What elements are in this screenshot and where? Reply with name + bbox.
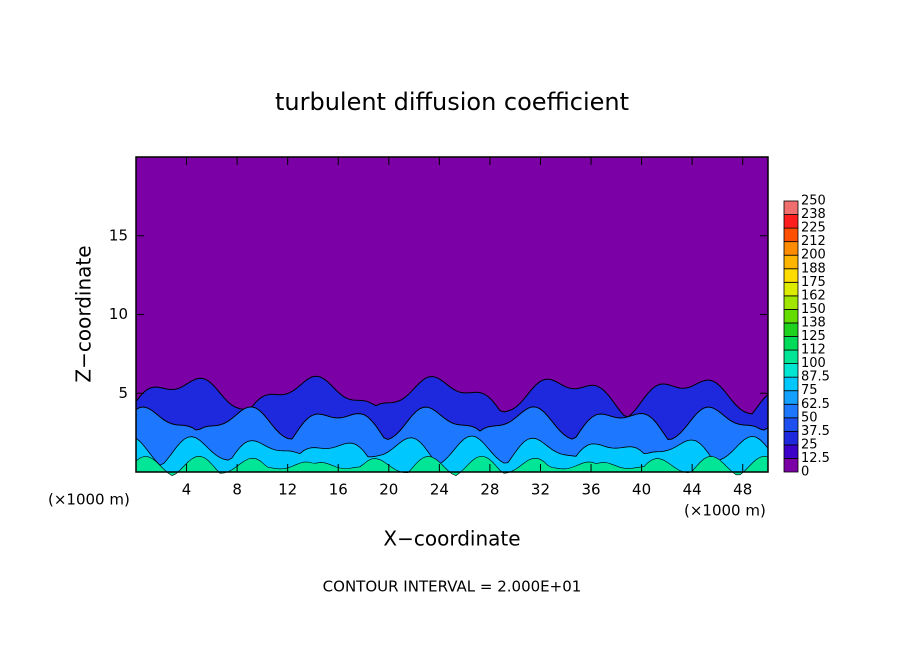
colorbar-band (783, 458, 799, 473)
chart-title: turbulent diffusion coefficient (275, 88, 629, 116)
footnote: CONTOUR INTERVAL = 2.000E+01 (323, 578, 582, 596)
x-tick-label: 32 (531, 481, 550, 499)
colorbar-label: 175 (801, 275, 826, 290)
colorbar-band (783, 322, 799, 337)
colorbar-label: 225 (801, 221, 826, 236)
colorbar-band (783, 295, 799, 310)
colorbar-band (783, 363, 799, 378)
colorbar-label: 138 (801, 315, 826, 330)
colorbar-label: 112 (801, 343, 826, 358)
colorbar-label: 250 (801, 194, 826, 209)
x-tick-label: 12 (278, 481, 297, 499)
colorbar-band (783, 403, 799, 419)
boundary-layer (135, 435, 769, 473)
colorbar-label: 50 (801, 410, 818, 425)
colorbar-band (783, 254, 799, 270)
colorbar-label: 87.5 (801, 370, 830, 385)
x-tick-label: 24 (430, 481, 449, 499)
x-tick-label: 16 (329, 481, 348, 499)
x-tick-label: 36 (581, 481, 600, 499)
x-tick-label: 20 (379, 481, 398, 499)
colorbar-label: 212 (801, 234, 826, 249)
colorbar-label: 25 (801, 437, 818, 452)
x-tick-label: 4 (182, 481, 192, 499)
colorbar-label: 75 (801, 383, 818, 398)
colorbar-band (783, 336, 799, 351)
colorbar-band (783, 241, 799, 256)
colorbar-label: 200 (801, 248, 826, 263)
colorbar-label: 62.5 (801, 397, 830, 412)
colorbar-label: 100 (801, 356, 826, 371)
colorbar-band (783, 281, 799, 297)
colorbar-label: 150 (801, 302, 826, 317)
colorbar-band (783, 214, 799, 229)
colorbar-band (783, 268, 799, 283)
colorbar-band (783, 444, 799, 459)
colorbar-band (783, 227, 799, 243)
colorbar-band (783, 308, 799, 324)
boundary-layer (135, 455, 769, 477)
x-tick-label: 44 (683, 481, 702, 499)
y-axis-label: Z−coordinate (72, 245, 96, 382)
colorbar-label: 162 (801, 288, 826, 303)
colorbar-band (783, 430, 799, 446)
colorbar-label: 12.5 (801, 451, 830, 466)
colorbar-band (783, 200, 799, 215)
y-tick-label: 15 (109, 226, 128, 244)
x-tick-label: 8 (232, 481, 242, 499)
x-unit: (×1000 m) (684, 502, 766, 520)
x-tick-label: 40 (632, 481, 651, 499)
colorbar-band (783, 349, 799, 364)
colorbar-band (783, 390, 799, 405)
y-tick-label: 10 (109, 305, 128, 323)
x-axis-label: X−coordinate (383, 527, 520, 551)
colorbar-label: 125 (801, 329, 826, 344)
colorbar-label: 37.5 (801, 424, 830, 439)
colorbar-band (783, 376, 799, 392)
colorbar-label: 188 (801, 261, 826, 276)
x-tick-label: 28 (480, 481, 499, 499)
colorbar-label: 238 (801, 207, 826, 222)
x-tick-label: 48 (733, 481, 752, 499)
y-tick-label: 5 (118, 384, 128, 402)
x-unit: (×1000 m) (48, 491, 130, 509)
colorbar-band (783, 417, 799, 432)
colorbar-label: 0 (801, 465, 809, 480)
contour-field (135, 157, 769, 477)
